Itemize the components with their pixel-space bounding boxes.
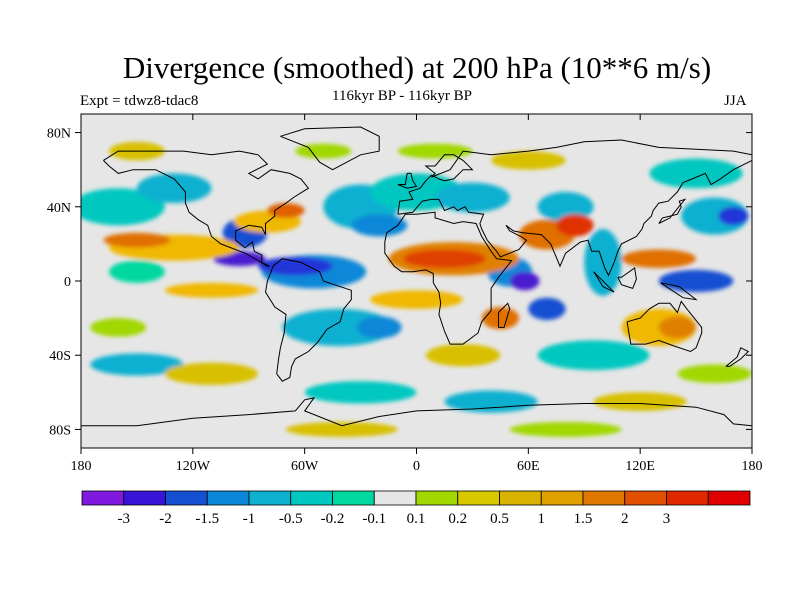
field-region-13: [509, 271, 540, 291]
coastline-0: [103, 150, 310, 267]
colorbar-box-11: [540, 490, 584, 506]
coastline-3: [384, 211, 513, 345]
colorbar-box-1: [123, 490, 166, 506]
colorbar-box-2: [165, 490, 208, 506]
field-region-45: [491, 151, 566, 170]
field-region-46: [295, 143, 352, 159]
experiment-label: Expt = tdwz8-tdac8: [80, 93, 199, 109]
colorbar-box-14: [666, 490, 709, 506]
field-region-24: [444, 390, 538, 413]
coastline-7: [498, 302, 511, 328]
coastline-9: [617, 267, 637, 290]
lat-tick-label: 0: [64, 275, 71, 290]
colorbar-box-10: [499, 490, 542, 506]
colorbar-label: -0.1: [362, 511, 386, 527]
chart-title: Divergence (smoothed) at 200 hPa (10**6 …: [122, 50, 712, 85]
colorbar-label: 2: [621, 511, 629, 527]
field-region-7: [136, 173, 212, 204]
coastline-10: [660, 282, 698, 301]
coastline-13: [725, 347, 750, 367]
field-region-35: [621, 249, 697, 269]
lat-tick-label: 80N: [47, 127, 71, 142]
field-region-9: [351, 214, 408, 237]
field-region-6: [81, 188, 165, 226]
field-region-23: [304, 381, 417, 404]
colorbar-label: -1.5: [195, 511, 219, 527]
lat-tick-label: 40S: [49, 349, 71, 364]
lon-tick-label: 180: [71, 459, 92, 474]
field-region-21: [537, 340, 650, 371]
colorbar-label: 0.1: [407, 511, 426, 527]
field-region-50: [509, 422, 622, 437]
lon-tick-label: 180: [742, 459, 763, 474]
field-region-27: [103, 232, 171, 248]
field-region-5: [356, 316, 402, 339]
colorbar-label: 0.2: [448, 511, 467, 527]
field-region-40: [425, 344, 501, 367]
coastline-12: [81, 397, 752, 427]
field-region-48: [677, 364, 752, 384]
colorbar-label: 0.5: [490, 511, 509, 527]
colorbar-box-4: [248, 490, 292, 506]
field-region-25: [108, 260, 165, 283]
colorbar-box-12: [582, 490, 626, 506]
coastline-6: [626, 300, 703, 353]
field-region-37: [658, 316, 697, 339]
colorbar-box-8: [415, 490, 459, 506]
lon-tick-label: 60W: [291, 459, 319, 474]
field-region-14: [528, 297, 566, 320]
colorbar-box-9: [457, 490, 500, 506]
field-region-19: [649, 158, 743, 189]
colorbar-label: -2: [159, 511, 172, 527]
lat-tick-label: 80S: [49, 423, 71, 438]
field-region-18: [718, 206, 749, 226]
colorbar-box-5: [290, 490, 333, 506]
field-region-49: [286, 422, 398, 437]
field-region-39: [481, 306, 520, 330]
field-region-47: [90, 318, 147, 337]
colorbar-label: -1: [243, 511, 256, 527]
field-region-34: [556, 214, 594, 237]
coastline-5: [397, 172, 418, 189]
colorbar-label: -0.5: [279, 511, 303, 527]
lon-tick-label: 120W: [176, 459, 211, 474]
coastline-1: [264, 258, 352, 382]
field-region-41: [164, 362, 259, 385]
field-region-3: [258, 256, 333, 276]
lon-tick-label: 120E: [625, 459, 655, 474]
coastline-2: [280, 126, 380, 171]
colorbar-label: 3: [663, 511, 671, 527]
coastline-4: [397, 139, 752, 277]
field-region-11: [435, 182, 510, 213]
colorbar-label: 1.5: [574, 511, 593, 527]
colorbar-box-0: [81, 490, 125, 506]
colorbar-box-3: [206, 490, 250, 506]
period-label: 116kyr BP - 116kyr BP: [332, 88, 473, 104]
field-region-4: [282, 308, 395, 346]
colorbar-label: 1: [538, 511, 546, 527]
field-region-38: [369, 290, 464, 309]
colorbar-box-6: [332, 490, 375, 506]
colorbar-box-13: [624, 490, 667, 506]
field-region-32: [403, 249, 486, 269]
colorbar-box-7: [373, 490, 417, 506]
colorbar-label: -0.2: [321, 511, 345, 527]
field-region-29: [267, 203, 305, 218]
field-region-17: [681, 197, 749, 235]
coastline-8: [593, 271, 615, 293]
lat-tick-label: 40N: [47, 201, 71, 216]
field-region-20: [537, 191, 594, 222]
lon-tick-label: 0: [413, 459, 420, 474]
colorbar-box-15: [707, 490, 751, 506]
field-region-44: [397, 143, 473, 159]
coastline-11: [658, 198, 687, 224]
field-region-30: [164, 282, 259, 298]
field-region-42: [593, 392, 687, 411]
lon-tick-label: 60E: [517, 459, 540, 474]
season-label: JJA: [724, 93, 747, 109]
colorbar-label: -3: [118, 511, 131, 527]
field-region-22: [90, 353, 184, 376]
